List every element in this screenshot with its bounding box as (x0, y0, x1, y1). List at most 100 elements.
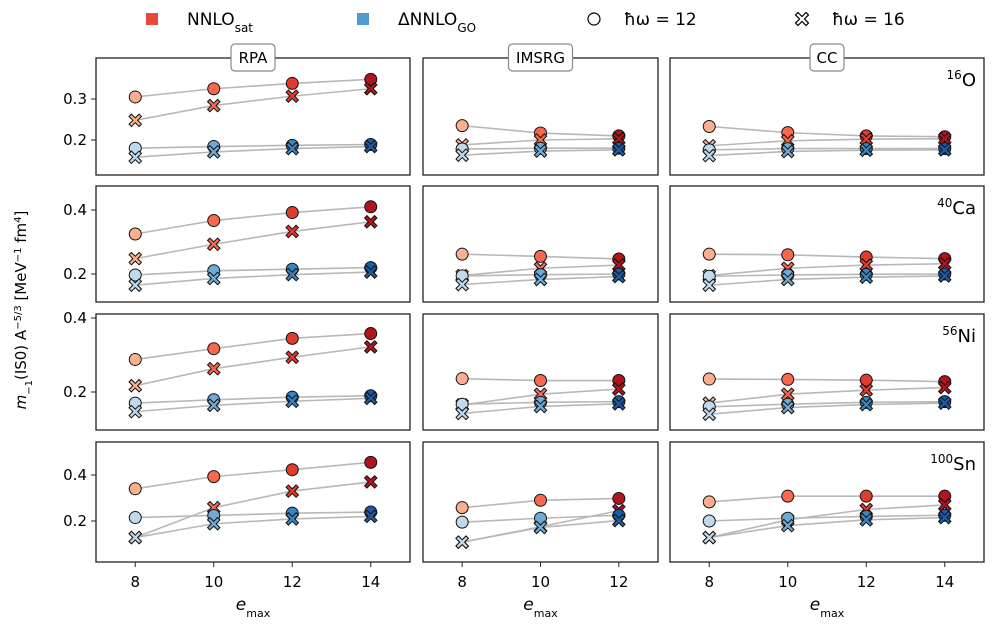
x-axis-label: emax (236, 595, 271, 620)
data-point-circle (285, 463, 299, 477)
series-line (135, 266, 371, 276)
series-line (135, 461, 371, 490)
column-title-box (230, 43, 276, 72)
data-point-circle (364, 327, 378, 341)
data-point-x (859, 143, 874, 158)
series-line (709, 386, 945, 404)
data-point-x (206, 237, 221, 252)
legend-item-2: ħω = 12 (587, 10, 697, 30)
data-point-x (611, 269, 626, 284)
y-tick-label: 0.4 (63, 466, 87, 484)
data-point-x (285, 484, 300, 499)
panel-rpa-40ca: 0.2 0.4 (63, 185, 411, 303)
data-point-circle (859, 373, 873, 387)
data-point-circle (128, 227, 142, 241)
data-point-x (859, 512, 874, 527)
data-point-circle (702, 514, 716, 528)
data-point-x (702, 148, 717, 163)
data-point-x (285, 141, 300, 156)
legend-item-1: ΔNNLOGO (357, 10, 476, 35)
data-point-x (363, 265, 378, 279)
data-point-circle (534, 493, 547, 507)
data-point-x (937, 396, 952, 411)
data-point-x (780, 518, 795, 533)
panel-frame (95, 441, 411, 563)
data-point-x (611, 513, 626, 528)
x-axis-label: emax (810, 595, 845, 620)
data-point-circle (285, 76, 299, 90)
data-point-circle (781, 372, 795, 386)
data-point-x (455, 535, 470, 550)
data-point-x (363, 339, 378, 354)
data-point-circle (364, 455, 378, 469)
series-line (135, 346, 371, 387)
panel-rpa-100sn: 0.2 0.4 8 10 12 14 emax (63, 441, 411, 620)
series-line (709, 275, 945, 286)
series-line (135, 78, 371, 98)
data-point-x (285, 267, 300, 282)
series-line (135, 206, 371, 235)
y-tick-label: 0.3 (63, 90, 87, 108)
legend-item-0: NNLOsat (146, 10, 253, 35)
panel-imsrg-40ca (422, 185, 659, 303)
data-point-circle (612, 491, 626, 505)
series-line (135, 515, 371, 539)
series-line (135, 397, 371, 413)
data-point-circle (455, 515, 469, 529)
series-line (135, 271, 371, 286)
series-line (709, 147, 945, 151)
data-point-circle (285, 206, 299, 220)
legend-label: NNLOsat (187, 10, 253, 35)
series-line (709, 262, 945, 277)
y-tick-label: 0.2 (63, 131, 87, 149)
data-point-x (363, 509, 378, 524)
x-tick-label: 8 (457, 573, 467, 591)
series-line (709, 504, 945, 539)
panel-cc-40ca: 40Ca (669, 185, 985, 303)
data-point-circle (128, 482, 142, 496)
legend: NNLOsat ΔNNLOGO ħω = 12 ħω = 16 (146, 10, 905, 35)
x-tick-label: 12 (283, 573, 302, 591)
panel-frame (669, 185, 985, 303)
y-tick-label: 0.2 (63, 383, 87, 401)
data-point-x (285, 512, 300, 526)
column-title-box (809, 43, 845, 72)
data-point-x (363, 391, 378, 406)
series-line (135, 143, 371, 149)
column-title: IMSRG (516, 49, 565, 67)
series-line (709, 378, 945, 383)
panel-frame (95, 185, 411, 303)
data-point-x (859, 258, 874, 272)
data-point-x (128, 150, 143, 165)
x-tick-label: 10 (531, 573, 550, 591)
series-line (135, 332, 371, 361)
x-tick-label: 14 (361, 573, 380, 591)
series-line (135, 145, 371, 159)
data-point-x (937, 269, 952, 283)
data-point-x (128, 530, 143, 545)
x-tick-label: 8 (704, 573, 714, 591)
data-point-circle (364, 200, 378, 214)
column-title: CC (817, 49, 838, 67)
data-point-circle (207, 342, 221, 356)
y-tick-label: 0.2 (63, 512, 87, 530)
data-point-x (533, 144, 548, 158)
data-point-x (363, 81, 378, 96)
data-point-x (128, 404, 143, 419)
x-axis-label: emax (523, 595, 558, 620)
data-point-circle (128, 90, 142, 104)
legend-label: ħω = 16 (832, 10, 905, 30)
data-point-x (285, 224, 300, 239)
series-line (709, 125, 945, 138)
data-point-x (128, 378, 143, 393)
data-point-circle (455, 119, 469, 133)
data-point-circle (455, 397, 469, 411)
data-point-circle (702, 372, 716, 386)
data-point-x (128, 278, 143, 293)
data-point-x (611, 382, 626, 396)
data-point-x (611, 131, 626, 146)
x-tick-label: 14 (935, 573, 954, 591)
x-tick-label: 10 (204, 573, 223, 591)
series-line (709, 495, 945, 503)
data-point-circle (781, 489, 795, 503)
